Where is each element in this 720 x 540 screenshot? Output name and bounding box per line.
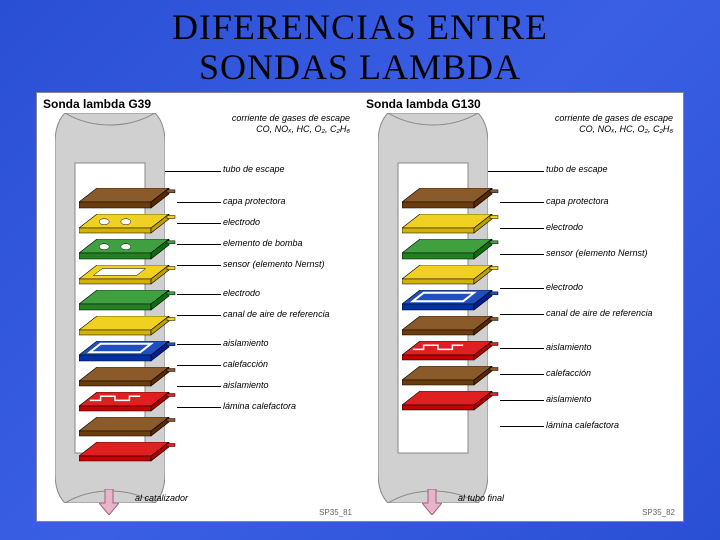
callout-3: electrodo bbox=[546, 283, 676, 292]
callout-7: calefacción bbox=[223, 360, 353, 369]
callout-5: aislamiento bbox=[546, 343, 676, 352]
callout-line-7 bbox=[177, 365, 221, 366]
callout-6: calefacción bbox=[546, 369, 676, 378]
callout-8: aislamiento bbox=[223, 381, 353, 390]
layer-6 bbox=[79, 341, 179, 365]
callout-7: aislamiento bbox=[546, 395, 676, 404]
outlet-label: al catalizador bbox=[135, 493, 188, 503]
callout-line-3 bbox=[177, 265, 221, 266]
callout-0: capa protectora bbox=[223, 197, 353, 206]
layer-9 bbox=[79, 417, 179, 440]
diagram-container: Sonda lambda G39 corriente de gases de e… bbox=[36, 92, 684, 522]
layer-1 bbox=[402, 214, 502, 237]
title-line-1: DIFERENCIAS ENTRE bbox=[0, 8, 720, 48]
callout-line-5 bbox=[500, 348, 544, 349]
callout-line-8 bbox=[177, 386, 221, 387]
callout-1: electrodo bbox=[546, 223, 676, 232]
callout-8: lámina calefactora bbox=[546, 421, 676, 430]
panel-title: Sonda lambda G39 bbox=[43, 97, 151, 111]
callout-0: capa protectora bbox=[546, 197, 676, 206]
callout-line-6 bbox=[500, 374, 544, 375]
layer-10 bbox=[79, 442, 179, 465]
callout-line-1 bbox=[500, 228, 544, 229]
title-line-2: SONDAS LAMBDA bbox=[0, 48, 720, 88]
callout-6: aislamiento bbox=[223, 339, 353, 348]
callout-line-5 bbox=[177, 315, 221, 316]
layer-5 bbox=[79, 316, 179, 339]
layer-3 bbox=[79, 265, 179, 288]
panel-0: Sonda lambda G39 corriente de gases de e… bbox=[37, 93, 360, 521]
callout-line-4 bbox=[177, 294, 221, 295]
layer-7 bbox=[402, 366, 502, 389]
arrow-outlet-icon bbox=[422, 489, 442, 515]
callout-line bbox=[165, 171, 221, 172]
callout-line-7 bbox=[500, 400, 544, 401]
gas-flow-label: corriente de gases de escapeCO, NOₓ, HC,… bbox=[555, 113, 673, 135]
layer-0 bbox=[402, 188, 502, 212]
layer-6 bbox=[402, 341, 502, 364]
callout-4: electrodo bbox=[223, 289, 353, 298]
layer-5 bbox=[402, 316, 502, 339]
panel-title: Sonda lambda G130 bbox=[366, 97, 481, 111]
callout-line-0 bbox=[500, 202, 544, 203]
layer-4 bbox=[79, 290, 179, 314]
callout-line-2 bbox=[500, 254, 544, 255]
layer-0 bbox=[79, 188, 179, 212]
callout-line-0 bbox=[177, 202, 221, 203]
callout-4: canal de aire de referencia bbox=[546, 309, 676, 318]
layer-7 bbox=[79, 367, 179, 390]
callout-line-2 bbox=[177, 244, 221, 245]
callout-2: elemento de bomba bbox=[223, 239, 353, 248]
callout-3: sensor (elemento Nernst) bbox=[223, 260, 353, 269]
callout-1: electrodo bbox=[223, 218, 353, 227]
callout-5: canal de aire de referencia bbox=[223, 310, 353, 319]
layer-4 bbox=[402, 290, 502, 314]
layer-3 bbox=[402, 265, 502, 288]
arrow-outlet-icon bbox=[99, 489, 119, 515]
panel-1: Sonda lambda G130 corriente de gases de … bbox=[360, 93, 683, 521]
layer-2 bbox=[79, 239, 179, 263]
callout-line-1 bbox=[177, 223, 221, 224]
layer-1 bbox=[79, 214, 179, 237]
callout-line-9 bbox=[177, 407, 221, 408]
reference-code: SP35_81 bbox=[319, 508, 352, 517]
callout-9: lámina calefactora bbox=[223, 402, 353, 411]
callout-line-4 bbox=[500, 314, 544, 315]
outlet-label: al tubo final bbox=[458, 493, 504, 503]
layer-2 bbox=[402, 239, 502, 263]
callout-2: sensor (elemento Nernst) bbox=[546, 249, 676, 258]
callout-line bbox=[488, 171, 544, 172]
sensor-layers bbox=[79, 188, 179, 467]
reference-code: SP35_82 bbox=[642, 508, 675, 517]
layer-8 bbox=[402, 391, 502, 414]
slide-title: DIFERENCIAS ENTRE SONDAS LAMBDA bbox=[0, 0, 720, 87]
callout-line-6 bbox=[177, 344, 221, 345]
gas-flow-label: corriente de gases de escapeCO, NOₓ, HC,… bbox=[232, 113, 350, 135]
callout-tube: tubo de escape bbox=[223, 165, 285, 174]
callout-tube: tubo de escape bbox=[546, 165, 608, 174]
layer-8 bbox=[79, 392, 179, 415]
sensor-layers bbox=[402, 188, 502, 416]
callout-line-3 bbox=[500, 288, 544, 289]
callout-line-8 bbox=[500, 426, 544, 427]
